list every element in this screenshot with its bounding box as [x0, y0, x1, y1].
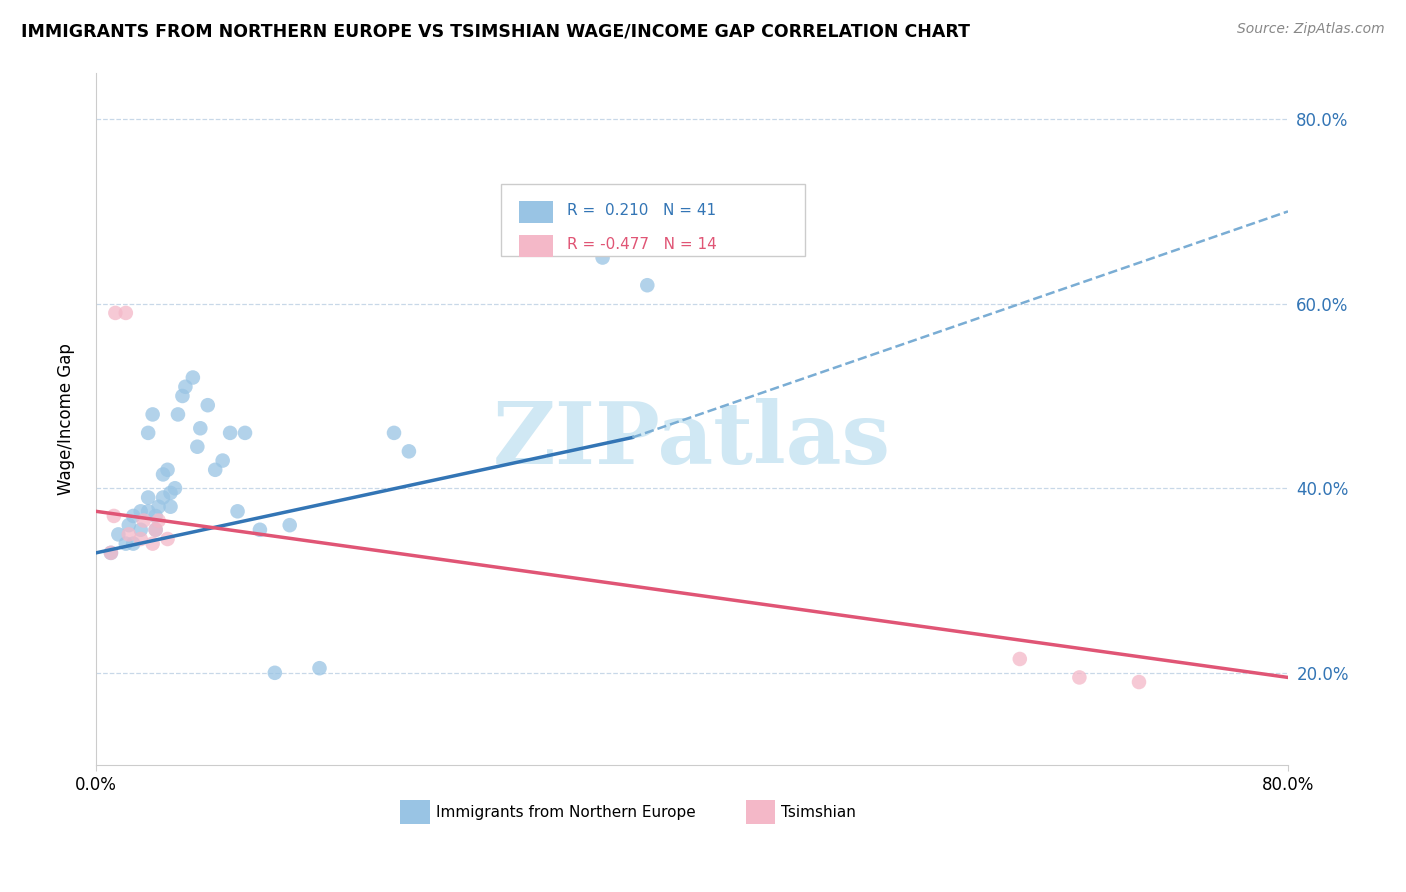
Point — [152, 491, 174, 505]
Text: Immigrants from Northern Europe: Immigrants from Northern Europe — [436, 805, 696, 820]
Point — [148, 500, 170, 514]
Point — [382, 425, 405, 440]
Point — [233, 425, 256, 440]
FancyBboxPatch shape — [399, 800, 430, 824]
Point — [129, 523, 152, 537]
Text: IMMIGRANTS FROM NORTHERN EUROPE VS TSIMSHIAN WAGE/INCOME GAP CORRELATION CHART: IMMIGRANTS FROM NORTHERN EUROPE VS TSIMS… — [21, 22, 970, 40]
Point — [172, 389, 194, 403]
Point — [142, 536, 165, 550]
Point — [156, 463, 179, 477]
Point — [263, 665, 285, 680]
Point — [226, 504, 249, 518]
Point — [188, 421, 211, 435]
Point — [156, 532, 179, 546]
Point — [204, 463, 226, 477]
Point — [592, 251, 614, 265]
Point — [219, 425, 242, 440]
Point — [636, 278, 658, 293]
Point — [107, 527, 129, 541]
Point — [104, 306, 127, 320]
Point — [100, 546, 122, 560]
Point — [1069, 670, 1091, 684]
Point — [114, 306, 136, 320]
Y-axis label: Wage/Income Gap: Wage/Income Gap — [58, 343, 75, 495]
Point — [118, 518, 141, 533]
FancyBboxPatch shape — [519, 201, 553, 223]
Point — [308, 661, 330, 675]
Point — [142, 408, 165, 422]
Point — [114, 536, 136, 550]
Point — [181, 370, 204, 384]
Point — [145, 508, 167, 523]
Point — [167, 408, 190, 422]
Point — [122, 536, 145, 550]
Point — [1128, 675, 1150, 690]
Point — [103, 508, 125, 523]
Point — [145, 523, 167, 537]
Text: R = -0.477   N = 14: R = -0.477 N = 14 — [567, 237, 717, 252]
Point — [136, 491, 159, 505]
FancyBboxPatch shape — [519, 235, 553, 258]
Point — [100, 546, 122, 560]
FancyBboxPatch shape — [502, 184, 806, 256]
Point — [174, 380, 197, 394]
Point — [129, 504, 152, 518]
Point — [132, 514, 155, 528]
FancyBboxPatch shape — [745, 800, 776, 824]
Point — [129, 532, 152, 546]
Point — [163, 481, 186, 495]
Point — [1008, 652, 1031, 666]
Point — [398, 444, 420, 458]
Text: Source: ZipAtlas.com: Source: ZipAtlas.com — [1237, 22, 1385, 37]
Point — [159, 486, 181, 500]
Point — [249, 523, 271, 537]
Point — [136, 425, 159, 440]
Point — [197, 398, 219, 412]
Point — [211, 453, 233, 467]
Point — [122, 508, 145, 523]
Point — [159, 500, 181, 514]
Point — [186, 440, 208, 454]
Point — [148, 514, 170, 528]
Point — [118, 527, 141, 541]
Point — [278, 518, 301, 533]
Text: R =  0.210   N = 41: R = 0.210 N = 41 — [567, 203, 716, 219]
Text: ZIPatlas: ZIPatlas — [494, 398, 891, 482]
Point — [152, 467, 174, 482]
Point — [145, 523, 167, 537]
Point — [136, 504, 159, 518]
Text: Tsimshian: Tsimshian — [782, 805, 856, 820]
